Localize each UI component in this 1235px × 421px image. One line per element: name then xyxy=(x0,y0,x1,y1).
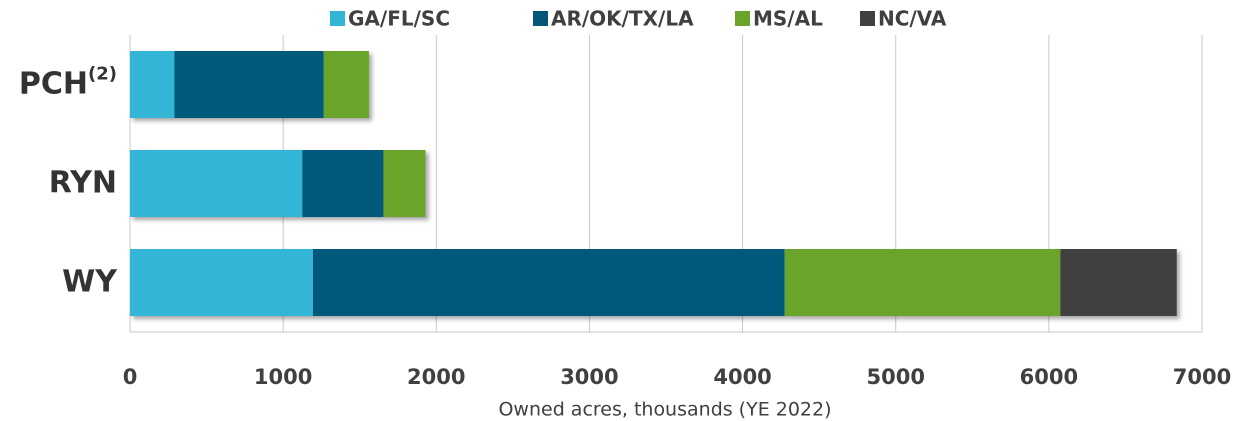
bar-group xyxy=(130,249,1177,316)
legend-swatch xyxy=(735,11,750,26)
category-label: RYN xyxy=(49,165,117,200)
x-tick-label: 0 xyxy=(123,365,138,389)
x-axis-label: Owned acres, thousands (YE 2022) xyxy=(498,399,831,421)
category-superscript: (2) xyxy=(88,64,117,85)
bar-segment xyxy=(174,51,324,118)
bar-segment xyxy=(130,150,303,217)
bar-segment xyxy=(130,249,314,316)
bar-segment xyxy=(383,150,426,217)
y-tick-label: WY xyxy=(62,264,118,299)
legend-swatch xyxy=(330,11,345,26)
bar-segment xyxy=(302,150,384,217)
bar-segment xyxy=(1060,249,1177,316)
x-tick-label: 6000 xyxy=(1020,365,1078,389)
legend-swatch xyxy=(860,11,875,26)
x-tick-label: 7000 xyxy=(1173,365,1231,389)
legend-swatch xyxy=(533,11,548,26)
x-tick-label: 4000 xyxy=(713,365,771,389)
legend-label: AR/OK/TX/LA xyxy=(551,7,694,31)
x-tick-label: 1000 xyxy=(254,365,312,389)
category-label: PCH xyxy=(19,66,88,101)
y-tick-label: PCH(2) xyxy=(19,64,117,102)
legend-label: NC/VA xyxy=(878,7,947,31)
legend-label: GA/FL/SC xyxy=(348,7,450,31)
bar-segment xyxy=(323,51,369,118)
x-tick-label: 5000 xyxy=(866,365,924,389)
x-tick-label: 2000 xyxy=(407,365,465,389)
bar-segment xyxy=(313,249,785,316)
bar-group xyxy=(130,51,369,118)
bar-group xyxy=(130,150,426,217)
bar-segment xyxy=(130,51,175,118)
category-label: WY xyxy=(62,264,118,299)
y-tick-label: RYN xyxy=(49,165,117,200)
bar-segment xyxy=(784,249,1061,316)
legend-label: MS/AL xyxy=(753,7,823,31)
x-tick-label: 3000 xyxy=(560,365,618,389)
